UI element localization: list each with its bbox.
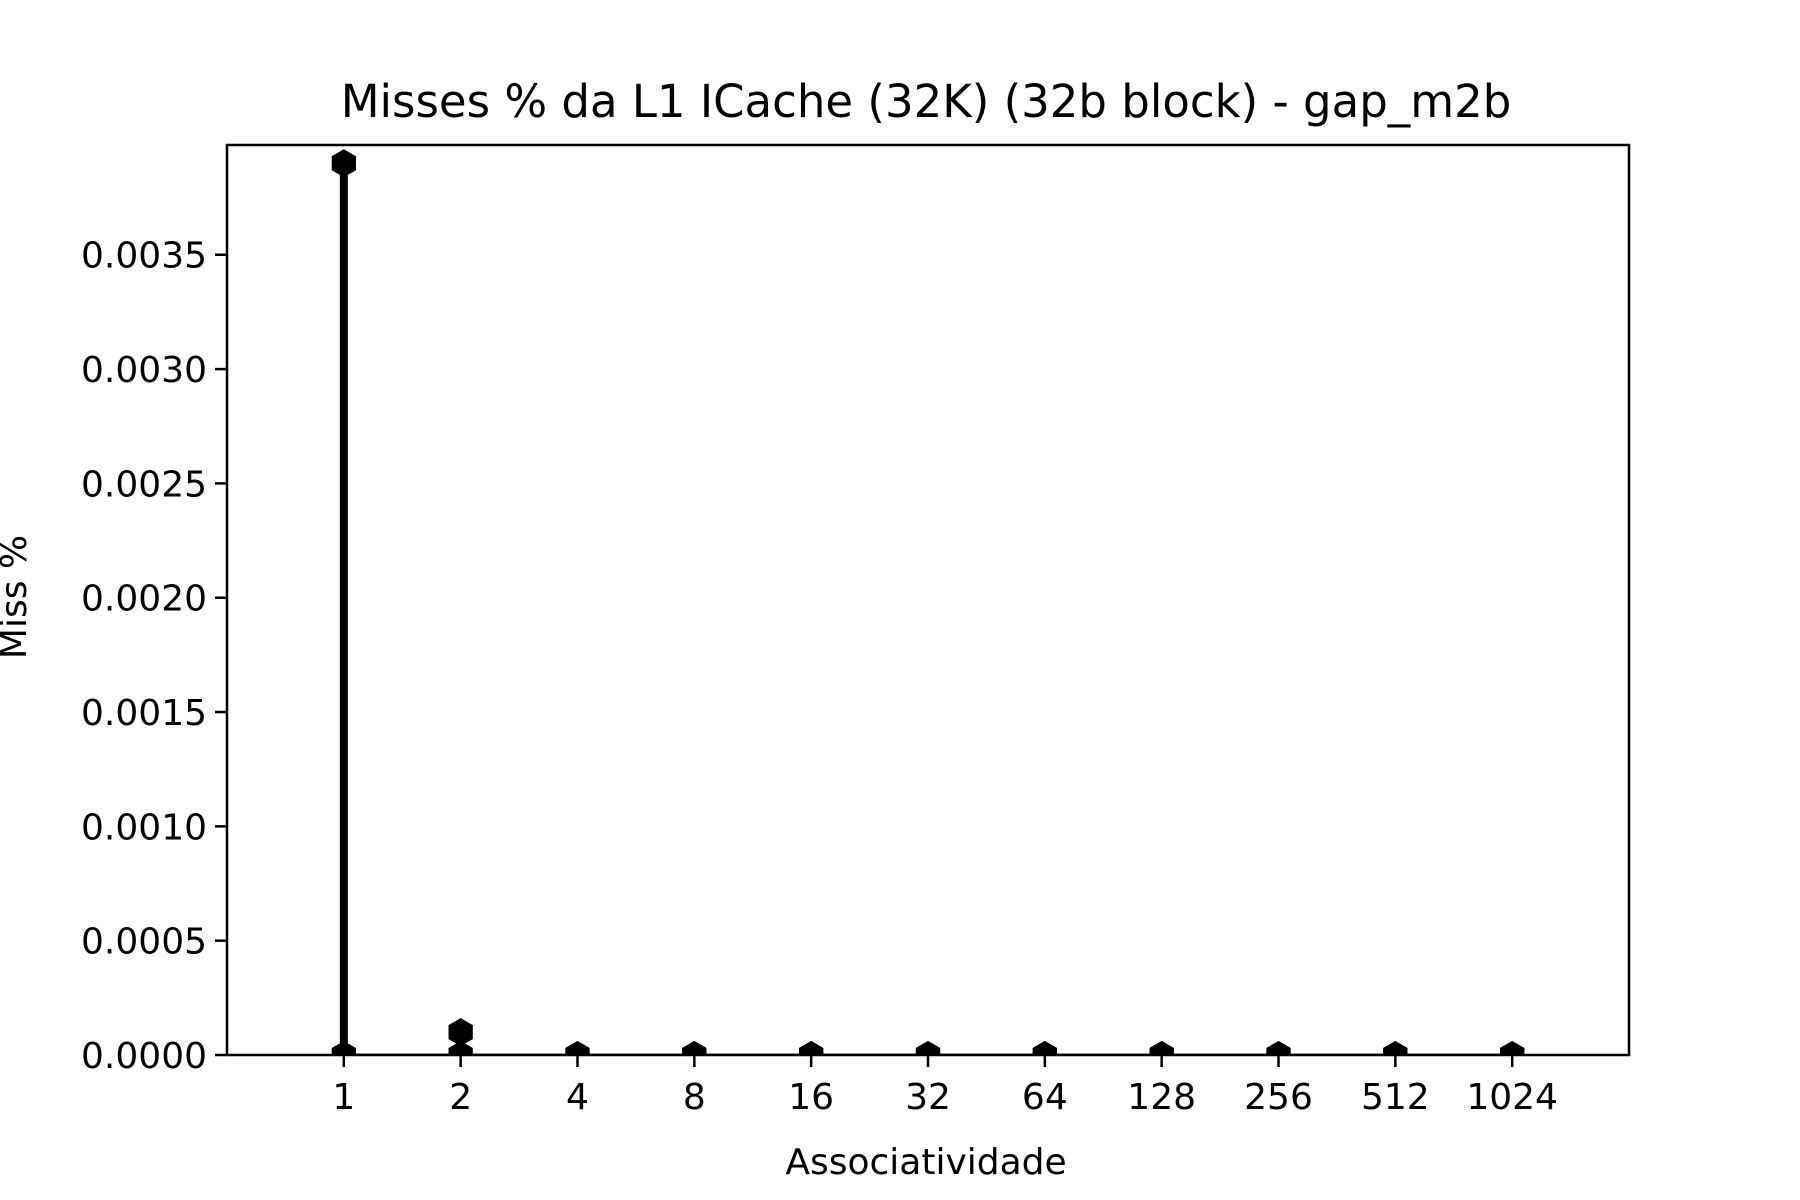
axes-frame <box>225 143 1631 1057</box>
data-point-2 <box>448 1018 473 1047</box>
data-point-512 <box>1383 1041 1408 1055</box>
data-point-8 <box>682 1041 707 1055</box>
y-tick-label-0.0025: 0.0025 <box>81 464 207 505</box>
data-point-16 <box>799 1041 824 1055</box>
data-marks <box>331 149 1525 1055</box>
y-axis: 0.0000 0.0005 0.0010 0.0015 0.0020 0.0025 0.00… <box>81 236 227 1077</box>
data-point-64 <box>1032 1041 1057 1055</box>
y-tick-label-0.0010: 0.0010 <box>81 807 207 848</box>
x-axis: 1 2 4 8 16 32 64 128 256 512 1024 <box>332 1055 1558 1118</box>
y-tick-label-0.0000: 0.0000 <box>81 1036 207 1077</box>
y-tick-label-0.0030: 0.0030 <box>81 350 207 391</box>
y-axis-label: Miss % <box>0 535 35 659</box>
data-point-4 <box>565 1041 590 1055</box>
x-tick-label-2: 2 <box>449 1077 472 1118</box>
y-tick-label-0.0035: 0.0035 <box>81 236 207 277</box>
x-tick-label-256: 256 <box>1244 1077 1313 1118</box>
x-tick-label-128: 128 <box>1127 1077 1196 1118</box>
data-point-1024 <box>1500 1041 1525 1055</box>
chart-title: Misses % da L1 ICache (32K) (32b block) … <box>341 75 1512 128</box>
x-tick-label-64: 64 <box>1022 1077 1068 1118</box>
y-tick-label-0.0005: 0.0005 <box>81 922 207 963</box>
stem-base-marker-1 <box>331 1041 356 1055</box>
stem-base-marker-2 <box>448 1041 473 1055</box>
x-tick-label-16: 16 <box>788 1077 834 1118</box>
x-tick-label-1024: 1024 <box>1466 1077 1558 1118</box>
data-point-128 <box>1149 1041 1174 1055</box>
data-point-256 <box>1266 1041 1291 1055</box>
y-tick-label-0.0020: 0.0020 <box>81 579 207 620</box>
plot-area: 0.0000 0.0005 0.0010 0.0015 0.0020 0.0025 0.00… <box>81 143 1631 1118</box>
x-tick-label-8: 8 <box>683 1077 706 1118</box>
x-tick-label-32: 32 <box>905 1077 951 1118</box>
y-tick-label-0.0015: 0.0015 <box>81 693 207 734</box>
data-point-32 <box>915 1041 941 1055</box>
data-point-1 <box>331 149 356 178</box>
x-tick-label-512: 512 <box>1361 1077 1430 1118</box>
x-tick-label-1: 1 <box>332 1077 355 1118</box>
x-axis-label: Associatividade <box>785 1142 1066 1183</box>
x-tick-label-4: 4 <box>566 1077 589 1118</box>
